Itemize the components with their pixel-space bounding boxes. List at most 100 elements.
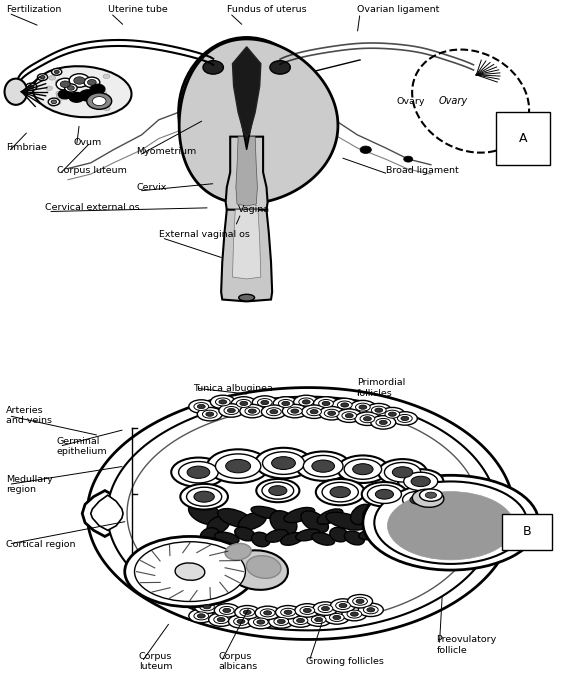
Circle shape [282, 405, 307, 418]
Circle shape [342, 412, 357, 420]
Ellipse shape [175, 563, 205, 581]
Circle shape [256, 479, 299, 502]
Circle shape [270, 409, 278, 414]
Ellipse shape [301, 511, 328, 532]
Circle shape [87, 80, 96, 85]
Circle shape [337, 455, 388, 483]
Circle shape [187, 487, 222, 506]
Circle shape [397, 488, 439, 511]
Circle shape [60, 81, 70, 87]
Circle shape [102, 95, 109, 100]
Circle shape [51, 100, 57, 104]
Circle shape [255, 448, 312, 478]
Circle shape [425, 492, 437, 498]
Circle shape [355, 412, 380, 425]
Circle shape [360, 415, 375, 423]
Ellipse shape [179, 37, 315, 187]
Circle shape [375, 489, 393, 499]
Circle shape [294, 395, 319, 409]
Ellipse shape [228, 550, 288, 590]
Circle shape [307, 408, 321, 416]
Text: Myometrium: Myometrium [136, 147, 196, 156]
Text: Preovulatory
follicle: Preovulatory follicle [437, 635, 497, 655]
Polygon shape [236, 137, 257, 206]
Circle shape [189, 400, 214, 414]
Circle shape [404, 472, 438, 491]
Circle shape [321, 607, 329, 611]
Circle shape [73, 80, 79, 84]
Circle shape [367, 485, 401, 504]
Polygon shape [82, 491, 126, 537]
Circle shape [58, 90, 72, 99]
Circle shape [319, 407, 344, 420]
FancyBboxPatch shape [502, 513, 552, 550]
Polygon shape [91, 495, 123, 530]
Ellipse shape [225, 543, 251, 560]
Ellipse shape [363, 510, 391, 530]
Circle shape [47, 103, 54, 108]
Circle shape [328, 411, 336, 416]
Circle shape [270, 60, 290, 74]
Circle shape [240, 405, 265, 418]
Circle shape [371, 416, 396, 429]
Circle shape [344, 459, 382, 480]
Circle shape [284, 610, 292, 614]
Circle shape [261, 401, 269, 405]
Circle shape [339, 603, 347, 608]
Circle shape [302, 400, 310, 404]
Polygon shape [226, 137, 268, 212]
Ellipse shape [344, 531, 365, 545]
Circle shape [353, 464, 373, 475]
Circle shape [54, 70, 59, 74]
Circle shape [282, 401, 290, 405]
Text: Ovum: Ovum [74, 138, 102, 147]
Circle shape [92, 97, 106, 106]
Polygon shape [232, 47, 261, 137]
Circle shape [295, 604, 320, 617]
Circle shape [255, 606, 280, 620]
Ellipse shape [284, 508, 315, 523]
Ellipse shape [200, 528, 219, 542]
Circle shape [322, 482, 358, 502]
Polygon shape [235, 52, 258, 150]
Circle shape [197, 405, 205, 409]
Circle shape [84, 77, 100, 88]
Circle shape [392, 466, 413, 477]
Circle shape [56, 78, 74, 90]
Ellipse shape [359, 528, 384, 540]
Circle shape [215, 398, 230, 406]
Ellipse shape [190, 49, 303, 176]
Circle shape [336, 602, 350, 609]
Circle shape [74, 77, 85, 85]
Circle shape [210, 395, 235, 409]
Circle shape [384, 462, 421, 482]
Circle shape [315, 618, 323, 622]
Circle shape [224, 407, 239, 414]
Circle shape [88, 82, 95, 87]
Circle shape [240, 608, 255, 616]
Circle shape [287, 407, 302, 415]
Circle shape [125, 537, 255, 607]
Circle shape [404, 156, 413, 162]
Circle shape [358, 603, 383, 616]
Circle shape [223, 608, 231, 613]
Circle shape [411, 476, 430, 486]
Circle shape [179, 462, 218, 483]
Circle shape [303, 455, 343, 477]
Polygon shape [127, 406, 481, 621]
Circle shape [79, 90, 96, 101]
Circle shape [403, 491, 434, 508]
Text: Ovary: Ovary [439, 96, 468, 106]
Circle shape [214, 616, 229, 624]
Circle shape [299, 398, 314, 406]
Circle shape [111, 76, 117, 80]
Circle shape [312, 460, 335, 472]
Circle shape [67, 86, 74, 90]
Circle shape [332, 398, 357, 412]
Circle shape [374, 482, 527, 564]
Circle shape [277, 619, 285, 624]
Circle shape [366, 403, 391, 417]
Ellipse shape [207, 516, 230, 534]
Circle shape [264, 611, 272, 615]
Ellipse shape [251, 506, 282, 519]
